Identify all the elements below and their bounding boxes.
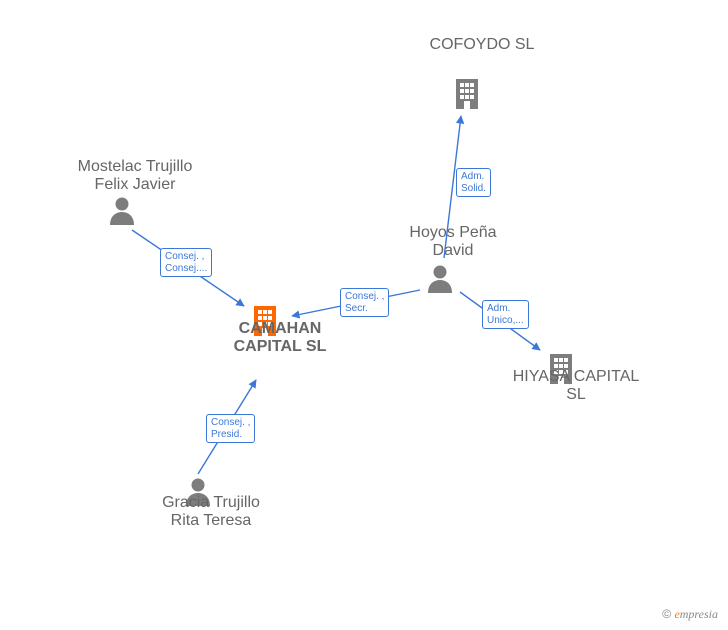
edge-label-gracia_camahan[interactable]: Consej. , Presid. bbox=[206, 414, 255, 443]
node-label: CAMAHAN CAPITAL SL bbox=[234, 320, 327, 355]
building-icon bbox=[452, 75, 482, 114]
node-label: COFOYDO SL bbox=[430, 36, 535, 53]
node-label: Gracia Trujillo Rita Teresa bbox=[162, 494, 260, 529]
copyright: © empresia bbox=[662, 607, 718, 622]
network-diagram: CAMAHAN CAPITAL SL COFOYDO SL HIYASA CAP… bbox=[0, 0, 728, 630]
edge-label-hoyos_hiyasa[interactable]: Adm. Unico,... bbox=[482, 300, 529, 329]
edge-label-hoyos_camahan[interactable]: Consej. , Secr. bbox=[340, 288, 389, 317]
person-icon bbox=[426, 263, 454, 298]
node-label: HIYASA CAPITAL SL bbox=[513, 368, 640, 403]
copyright-brand-rest: mpresia bbox=[680, 607, 718, 621]
node-label: Mostelac Trujillo Felix Javier bbox=[78, 158, 193, 193]
node-label: Hoyos Peña David bbox=[409, 224, 496, 259]
edge-label-hoyos_cofoydo[interactable]: Adm. Solid. bbox=[456, 168, 491, 197]
edge-label-mostelac_camahan[interactable]: Consej. , Consej.... bbox=[160, 248, 212, 277]
person-icon bbox=[108, 195, 136, 230]
copyright-symbol: © bbox=[662, 607, 671, 621]
